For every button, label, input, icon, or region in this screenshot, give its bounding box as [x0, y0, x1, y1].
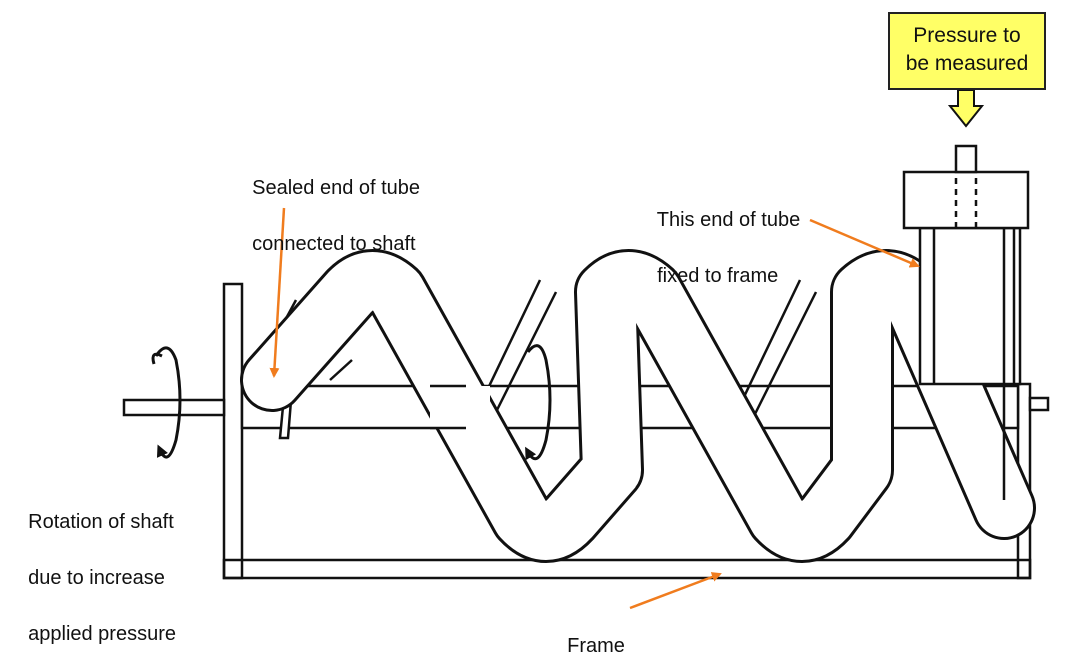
- shaft-right-stub: [1028, 396, 1050, 412]
- sealed-end-label-line-1: Sealed end of tube: [252, 177, 421, 199]
- inlet-block: [902, 170, 1030, 230]
- rotation-label-line-2: due to increase: [28, 567, 165, 589]
- sealed-end-arrow: [269, 207, 286, 378]
- pressure-callout-line-2: be measured: [905, 52, 1029, 75]
- rotation-label-line-1: Rotation of shaft: [28, 511, 174, 533]
- frame-left-plate: [222, 282, 244, 580]
- pressure-callout: Pressure to be measured: [888, 12, 1046, 90]
- fixed-end-label-line-1: This end of tube: [656, 209, 801, 231]
- fixed-end-assembly: [902, 144, 1030, 500]
- pressure-callout-line-1: Pressure to: [913, 24, 1021, 47]
- shaft-left-stub: [122, 398, 226, 417]
- frame-arrow: [629, 572, 722, 610]
- frame-label: Frame: [556, 604, 625, 660]
- helical-bourdon-tube-diagram: [122, 89, 1050, 610]
- sealed-end-label-line-2: connected to shaft: [252, 233, 416, 255]
- rotation-label: Rotation of shaft due to increase applie…: [17, 480, 176, 648]
- pressure-input-arrow: [947, 89, 985, 128]
- frame-label-text: Frame: [567, 635, 625, 657]
- fixed-end-arrow: [809, 218, 920, 268]
- leader-arrows: [269, 207, 920, 610]
- fixed-end-label-line-2: fixed to frame: [657, 265, 779, 287]
- frame-base: [222, 558, 1032, 580]
- rotation-arrow-middle: [525, 344, 552, 461]
- frame: [222, 282, 1032, 580]
- inlet-nozzle: [954, 144, 978, 174]
- helical-tube: [240, 249, 1036, 563]
- shaft-front-segments: [430, 384, 490, 430]
- rotation-label-line-3: applied pressure: [28, 623, 176, 645]
- sealed-end-label: Sealed end of tube connected to shaft: [241, 146, 420, 258]
- fixed-end-label: This end of tube fixed to frame: [646, 178, 800, 290]
- rotation-arrow-left: [151, 346, 182, 459]
